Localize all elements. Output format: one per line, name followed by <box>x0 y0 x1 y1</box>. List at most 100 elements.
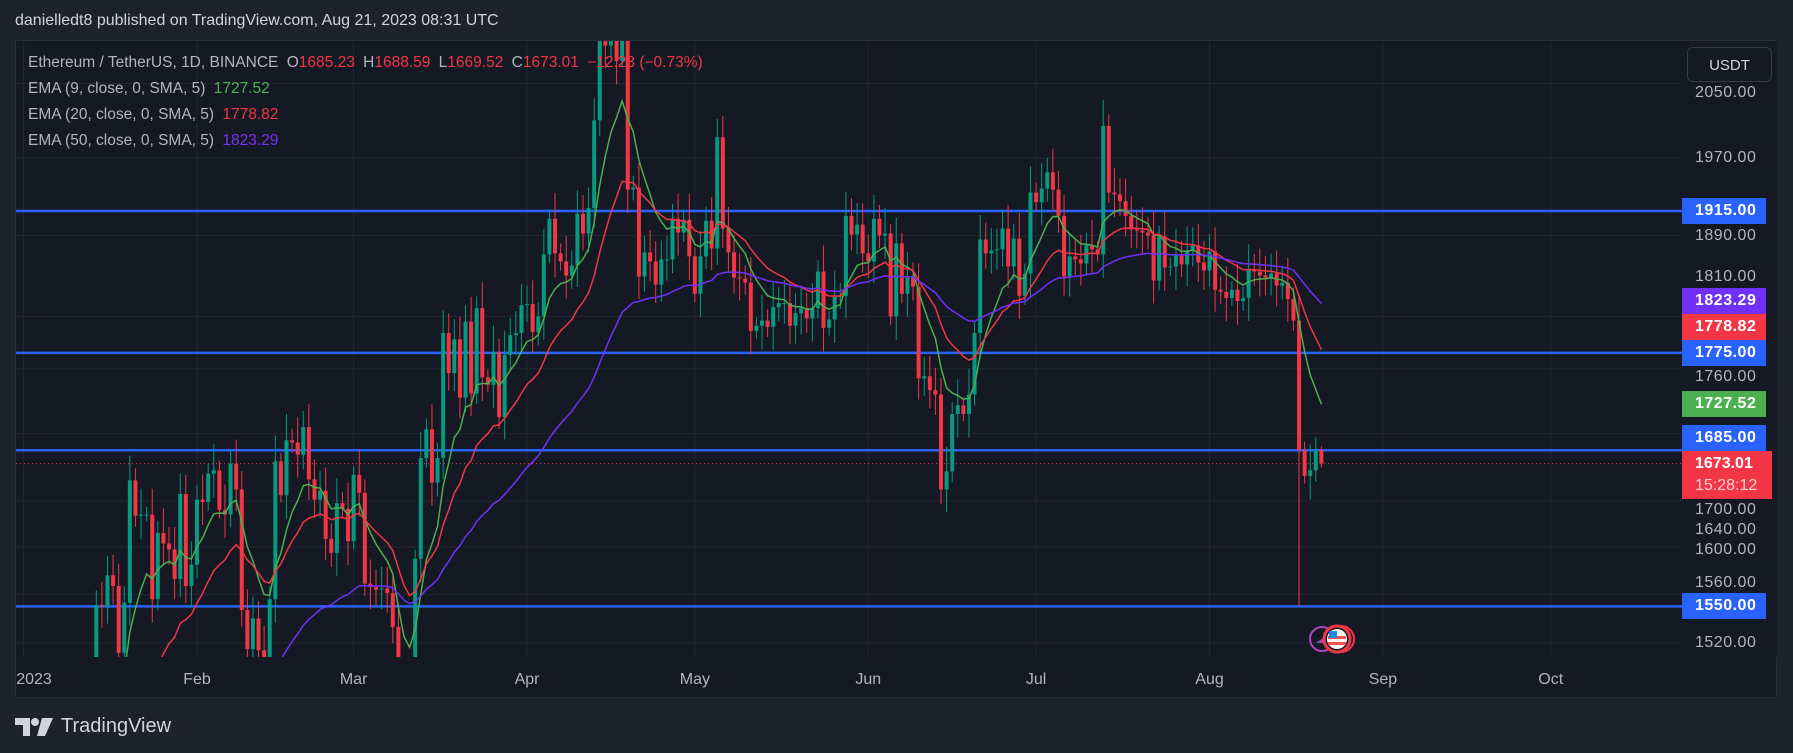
candle[interactable] <box>843 191 848 318</box>
candle[interactable] <box>1123 178 1128 237</box>
candle[interactable] <box>446 313 451 391</box>
candle[interactable] <box>200 474 205 526</box>
candle[interactable] <box>911 262 916 301</box>
candle[interactable] <box>435 442 440 497</box>
candle[interactable] <box>1000 209 1005 267</box>
candle[interactable] <box>860 203 865 273</box>
candle[interactable] <box>782 280 787 324</box>
candle[interactable] <box>1067 234 1072 297</box>
candle[interactable] <box>586 187 591 253</box>
candle[interactable] <box>636 162 641 300</box>
candle[interactable] <box>99 581 104 628</box>
candle[interactable] <box>916 263 921 400</box>
candle[interactable] <box>1207 233 1212 287</box>
candle[interactable] <box>849 198 854 251</box>
candle[interactable] <box>866 235 871 278</box>
candle[interactable] <box>150 488 155 623</box>
candle[interactable] <box>1162 210 1167 292</box>
currency-button[interactable]: USDT <box>1687 47 1772 82</box>
candle[interactable] <box>250 596 255 657</box>
legend-ema9[interactable]: EMA (9, close, 0, SMA, 5) 1727.52 <box>28 80 274 98</box>
candle[interactable] <box>1028 166 1033 298</box>
candle[interactable] <box>396 602 401 657</box>
candle[interactable] <box>888 224 893 325</box>
candle[interactable] <box>206 463 211 512</box>
candle[interactable] <box>1297 294 1302 607</box>
candle[interactable] <box>659 240 664 303</box>
candle[interactable] <box>452 319 457 392</box>
candle[interactable] <box>664 236 669 281</box>
candle[interactable] <box>732 234 737 294</box>
candle[interactable] <box>457 316 462 419</box>
candle[interactable] <box>799 285 804 335</box>
candle[interactable] <box>256 601 261 657</box>
candle[interactable] <box>234 439 239 512</box>
candle[interactable] <box>295 417 300 478</box>
candle[interactable] <box>418 432 423 583</box>
candle[interactable] <box>547 209 552 264</box>
candle[interactable] <box>821 245 826 352</box>
candle[interactable] <box>726 206 731 273</box>
candle[interactable] <box>620 41 625 68</box>
candle[interactable] <box>334 478 339 576</box>
candle[interactable] <box>519 284 524 352</box>
candle[interactable] <box>754 317 759 339</box>
candle[interactable] <box>983 222 988 269</box>
candle[interactable] <box>525 285 530 322</box>
candle[interactable] <box>441 309 446 480</box>
candle[interactable] <box>127 455 132 626</box>
candle[interactable] <box>508 317 513 371</box>
candle[interactable] <box>1157 225 1162 291</box>
candle[interactable] <box>810 283 815 342</box>
candle[interactable] <box>385 567 390 613</box>
candle[interactable] <box>1112 167 1117 218</box>
candle[interactable] <box>1173 228 1178 290</box>
candle[interactable] <box>765 309 770 337</box>
candle[interactable] <box>927 355 932 409</box>
candle[interactable] <box>273 435 278 623</box>
candle[interactable] <box>1241 286 1246 311</box>
candle[interactable] <box>1213 227 1218 312</box>
candle[interactable] <box>1319 446 1324 468</box>
ema50-line[interactable] <box>281 252 1322 657</box>
candle[interactable] <box>1045 157 1050 202</box>
candle[interactable] <box>1050 148 1055 212</box>
candle[interactable] <box>631 175 636 201</box>
candle[interactable] <box>1145 217 1150 250</box>
candle[interactable] <box>1218 276 1223 304</box>
candle[interactable] <box>485 369 490 393</box>
candle[interactable] <box>687 193 692 281</box>
candle[interactable] <box>1269 253 1274 296</box>
candle[interactable] <box>1039 163 1044 226</box>
legend-ema20[interactable]: EMA (20, close, 0, SMA, 5) 1778.82 <box>28 106 282 124</box>
candle[interactable] <box>1224 266 1229 322</box>
candle[interactable] <box>374 569 379 606</box>
candle[interactable] <box>1185 226 1190 287</box>
candle[interactable] <box>323 467 328 560</box>
candle[interactable] <box>1106 114 1111 204</box>
candle[interactable] <box>245 589 250 657</box>
candle[interactable] <box>804 292 809 333</box>
candle[interactable] <box>368 559 373 610</box>
candle[interactable] <box>262 625 267 657</box>
candle[interactable] <box>608 41 613 57</box>
candle[interactable] <box>1011 223 1016 280</box>
candle[interactable] <box>692 247 697 303</box>
candle[interactable] <box>653 241 658 304</box>
candle[interactable] <box>558 243 563 271</box>
candle[interactable] <box>267 586 272 657</box>
candle[interactable] <box>720 116 725 248</box>
candle[interactable] <box>743 265 748 295</box>
candle[interactable] <box>530 280 535 354</box>
candle[interactable] <box>513 311 518 356</box>
candle[interactable] <box>1062 195 1067 296</box>
candle[interactable] <box>994 228 999 270</box>
ema20-line[interactable] <box>161 180 1323 657</box>
candle[interactable] <box>698 230 703 318</box>
candle[interactable] <box>329 523 334 567</box>
candle[interactable] <box>614 41 619 85</box>
candle[interactable] <box>301 411 306 470</box>
candle[interactable] <box>429 404 434 506</box>
candle[interactable] <box>1302 441 1307 484</box>
